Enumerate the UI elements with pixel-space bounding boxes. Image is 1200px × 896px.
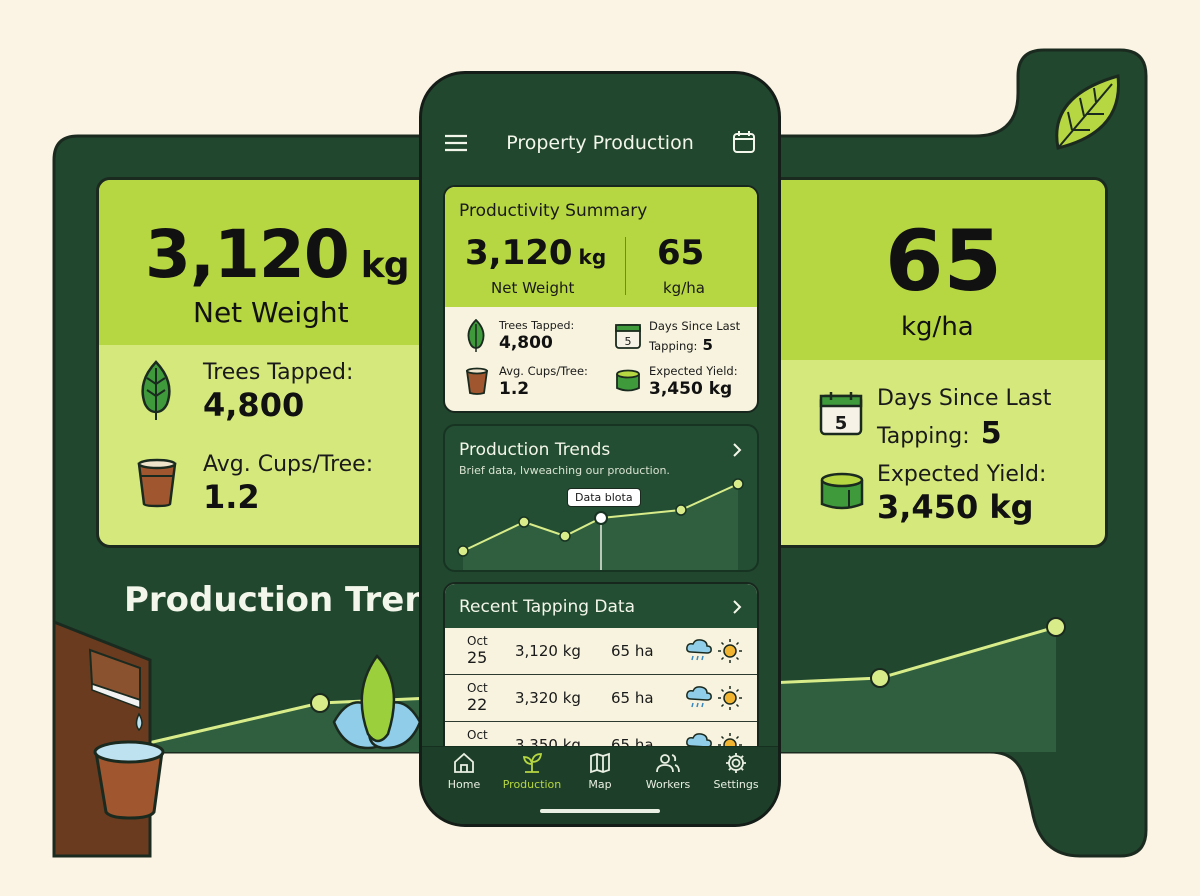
- summary-days-label-1: Days Since Last: [649, 319, 741, 333]
- chart-tooltip: Data blota: [567, 488, 641, 507]
- map-icon: [590, 752, 610, 774]
- tapping-row[interactable]: Oct 22 3,320 kg 65 ha: [445, 675, 757, 722]
- tab-workers[interactable]: Workers: [634, 752, 702, 791]
- net-weight-value: 3,120: [145, 216, 350, 293]
- row-date-day: 25: [467, 648, 488, 667]
- summary-weight-value: 3,120: [465, 233, 573, 273]
- plant-leaf-illustration: [360, 654, 396, 743]
- calendar-icon: 5: [819, 392, 863, 436]
- productivity-summary-card[interactable]: Productivity Summary 3,120 kg Net Weight …: [443, 185, 759, 413]
- tab-label: Home: [447, 778, 481, 791]
- summary-yield-label: Expected Yield:: [649, 364, 738, 378]
- tree-leaf-icon: [467, 319, 485, 352]
- trees-tapped-value: 4,800: [203, 386, 305, 424]
- row-date-month: Oct: [467, 634, 488, 648]
- cup-icon: [465, 367, 489, 395]
- yield-rate-unit: kg/ha: [901, 312, 974, 342]
- summary-weight-label: Net Weight: [491, 279, 575, 297]
- users-icon: [656, 754, 680, 773]
- leaf-logo-icon: [1055, 74, 1120, 150]
- tab-production[interactable]: Production: [498, 752, 566, 791]
- yield-rate-value: 65: [885, 212, 1002, 310]
- row-weight: 3,320 kg: [515, 689, 581, 707]
- avg-cups-value: 1.2: [203, 478, 260, 516]
- chevron-right-icon[interactable]: [731, 599, 743, 615]
- sun-icon: [718, 639, 742, 663]
- menu-icon[interactable]: [444, 134, 468, 152]
- row-date-day: 22: [467, 695, 488, 714]
- gear-icon: [726, 753, 746, 773]
- row-date-month: Oct: [467, 728, 488, 742]
- tab-label: Workers: [645, 778, 691, 791]
- tab-label: Settings: [713, 778, 759, 791]
- home-icon: [454, 752, 474, 773]
- row-area: 65 ha: [611, 642, 654, 660]
- summary-days-label-2: Tapping:: [649, 339, 698, 353]
- phone-screen: Property Production Productivity Summary…: [419, 71, 781, 827]
- summary-weight-unit: kg: [578, 245, 607, 269]
- tab-home[interactable]: Home: [430, 752, 498, 791]
- calendar-icon[interactable]: [732, 130, 756, 154]
- tapping-row[interactable]: Oct 25 3,120 kg 65 ha: [445, 628, 757, 675]
- expected-yield-value: 3,450 kg: [877, 488, 1034, 526]
- trends-title: Production Trends: [459, 440, 611, 460]
- avg-cups-label: Avg. Cups/Tree:: [203, 452, 374, 477]
- yield-rate-card: 65 kg/ha 5 Days Since Last Tapping: 5 Ex…: [744, 177, 1108, 548]
- row-date-month: Oct: [467, 681, 488, 695]
- trees-tapped-label: Trees Tapped:: [203, 360, 354, 385]
- tab-label: Map: [588, 778, 612, 791]
- tree-leaf-icon: [141, 360, 171, 420]
- net-weight-label: Net Weight: [193, 296, 349, 329]
- row-weight: 3,120 kg: [515, 642, 581, 660]
- sun-icon: [718, 686, 742, 710]
- net-weight-unit: kg: [360, 245, 410, 286]
- yield-can-icon: [616, 369, 640, 392]
- rain-cloud-icon: [686, 686, 712, 708]
- tab-map[interactable]: Map: [566, 752, 634, 791]
- rain-cloud-icon: [686, 639, 712, 661]
- calendar-day-number: 5: [835, 413, 848, 434]
- summary-title: Productivity Summary: [459, 201, 648, 221]
- summary-yield-value: 3,450 kg: [649, 379, 733, 399]
- trends-chart: [457, 478, 744, 570]
- row-area: 65 ha: [611, 689, 654, 707]
- chevron-right-icon[interactable]: [731, 442, 743, 458]
- trends-subtitle: Brief data, lvweaching our production.: [459, 464, 670, 477]
- home-indicator: [540, 809, 660, 813]
- summary-cups-value: 1.2: [499, 379, 530, 399]
- latex-cup-illustration: [94, 750, 164, 820]
- net-weight-card: 3,120 kg Net Weight Trees Tapped: 4,800 A…: [96, 177, 462, 548]
- calendar-icon: 5: [615, 324, 641, 349]
- production-trend-heading: Production Trend: [124, 580, 453, 620]
- days-since-value: 5: [980, 416, 1002, 451]
- summary-trees-value: 4,800: [499, 333, 553, 353]
- summary-calendar-day: 5: [625, 335, 632, 348]
- recent-title: Recent Tapping Data: [459, 597, 636, 617]
- cup-icon: [137, 458, 177, 508]
- summary-days-value: 5: [702, 336, 713, 354]
- production-trends-card[interactable]: Production Trends Brief data, lvweaching…: [443, 424, 759, 572]
- summary-trees-label: Trees Tapped:: [499, 319, 575, 332]
- summary-divider: [625, 237, 626, 295]
- days-since-label-1: Days Since Last: [877, 386, 1052, 411]
- tab-settings[interactable]: Settings: [702, 752, 770, 791]
- sprout-icon: [522, 753, 543, 773]
- yield-can-icon: [820, 472, 864, 510]
- page-title: Property Production: [506, 132, 694, 154]
- summary-rate-unit: kg/ha: [663, 279, 705, 297]
- summary-cups-label: Avg. Cups/Tree:: [499, 364, 588, 378]
- expected-yield-label: Expected Yield:: [877, 462, 1047, 487]
- summary-rate-value: 65: [657, 233, 705, 273]
- tab-label: Production: [502, 778, 562, 791]
- days-since-label-2: Tapping:: [877, 424, 970, 449]
